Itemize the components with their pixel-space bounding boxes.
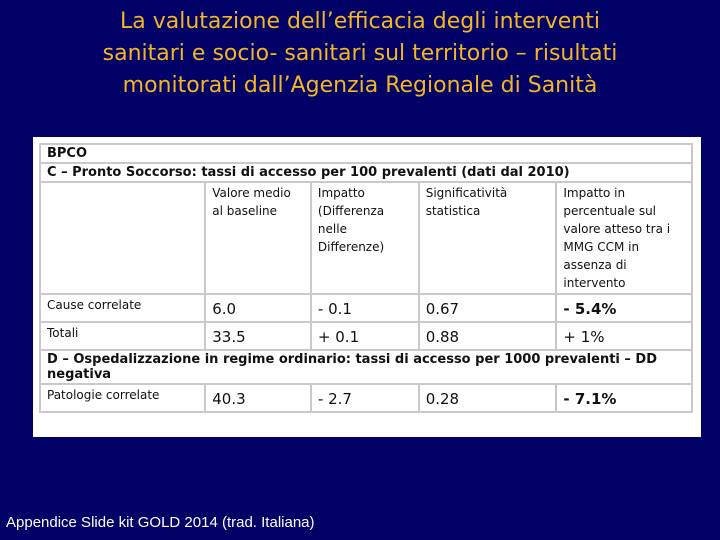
slide-title: La valutazione dell’efficacia degli inte…	[20, 6, 700, 102]
title-line-3: monitorati dall’Agenzia Regionale di San…	[122, 73, 598, 98]
table-row: D – Ospedalizzazione in regime ordinario…	[39, 349, 693, 385]
significativita-value: 0.88	[417, 321, 558, 351]
percentuale-value: - 7.1%	[555, 383, 693, 413]
section-c-header: C – Pronto Soccorso: tassi di accesso pe…	[39, 162, 693, 183]
table-row: C – Pronto Soccorso: tassi di accesso pe…	[39, 162, 693, 183]
column-header-impatto-percentuale: Impatto in percentuale sul valore atteso…	[555, 181, 693, 295]
percentuale-value: - 5.4%	[555, 293, 693, 323]
results-table-panel: BPCO C – Pronto Soccorso: tassi di acces…	[33, 137, 701, 437]
significativita-value: 0.67	[417, 293, 558, 323]
percentuale-value: + 1%	[555, 321, 693, 351]
table-row: Cause correlate 6.0 - 0.1 0.67 - 5.4%	[38, 293, 693, 323]
baseline-value: 6.0	[204, 293, 312, 323]
baseline-value: 33.5	[204, 321, 312, 351]
baseline-value: 40.3	[204, 383, 312, 413]
table-header-bpco: BPCO	[39, 143, 693, 164]
section-d-header: D – Ospedalizzazione in regime ordinario…	[39, 349, 693, 385]
column-header-impatto: Impatto (Differenza nelle Differenze)	[309, 181, 420, 295]
significativita-value: 0.28	[417, 383, 558, 413]
footer-source: Appendice Slide kit GOLD 2014 (trad. Ita…	[6, 514, 315, 531]
column-header-baseline: Valore medio al baseline	[204, 181, 312, 295]
table-row: Totali 33.5 + 0.1 0.88 + 1%	[38, 321, 693, 351]
table-row: Valore medio al baseline Impatto (Differ…	[38, 181, 693, 295]
row-label: Totali	[38, 321, 207, 351]
title-line-2: sanitari e socio- sanitari sul territori…	[102, 41, 618, 66]
row-label: Cause correlate	[38, 293, 207, 323]
column-header-significativita: Significatività statistica	[417, 181, 558, 295]
table-cell-empty	[38, 181, 207, 295]
title-line-1: La valutazione dell’efficacia degli inte…	[120, 9, 600, 34]
row-label: Patologie correlate	[38, 383, 207, 413]
table-row: BPCO	[39, 143, 693, 164]
table-row: Patologie correlate 40.3 - 2.7 0.28 - 7.…	[38, 383, 693, 413]
results-table: BPCO C – Pronto Soccorso: tassi di acces…	[38, 143, 693, 413]
impatto-value: + 0.1	[309, 321, 420, 351]
impatto-value: - 0.1	[309, 293, 420, 323]
impatto-value: - 2.7	[309, 383, 420, 413]
